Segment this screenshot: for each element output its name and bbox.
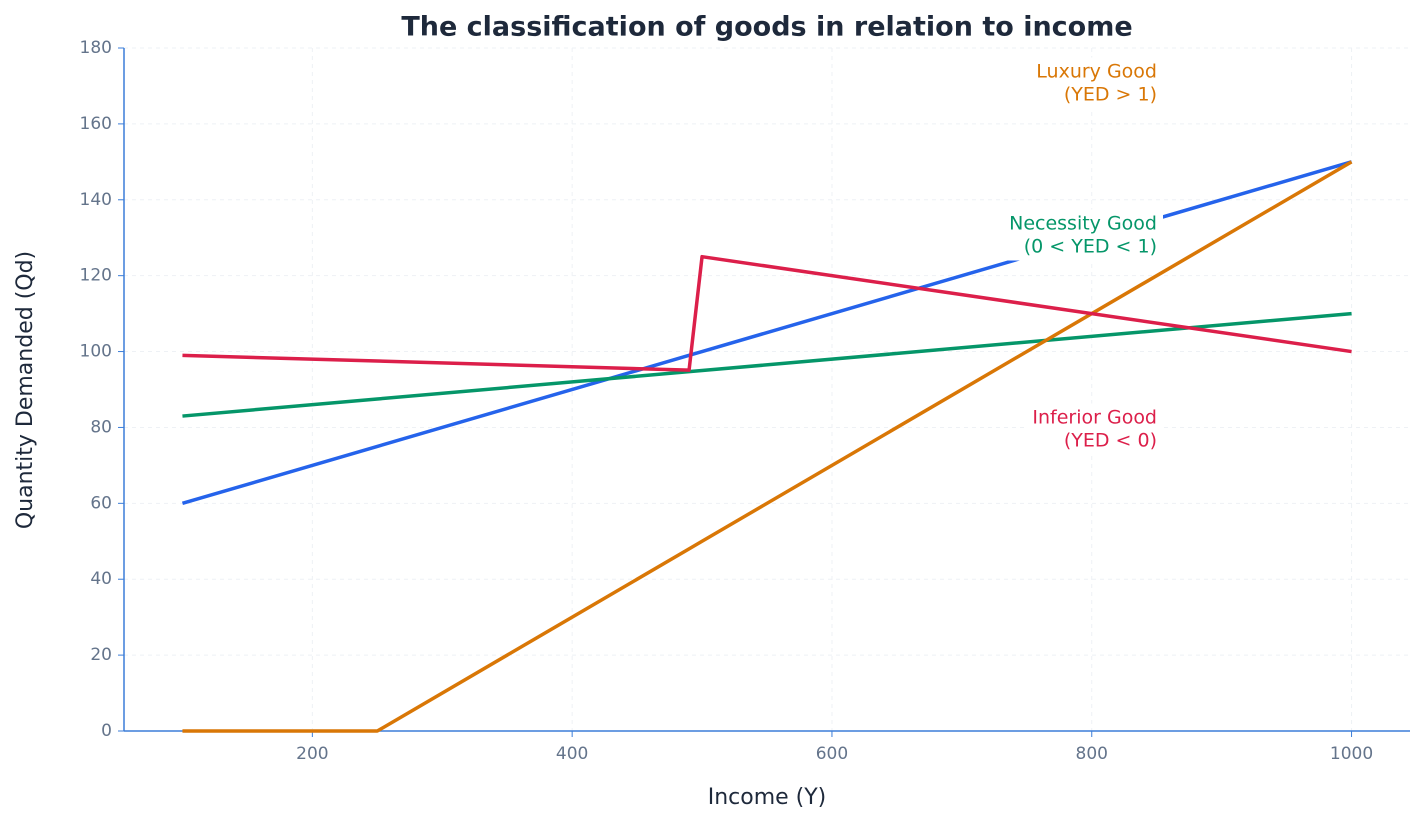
- y-tick-label: 0: [101, 721, 112, 741]
- series-line: [182, 160, 1353, 733]
- y-tick-label: 40: [90, 569, 112, 589]
- y-tick-label: 80: [90, 417, 112, 437]
- x-axis-label: Income (Y): [708, 785, 827, 810]
- x-tick-label: 1000: [1330, 744, 1373, 764]
- series-line: [182, 311, 1352, 418]
- y-tick-label: 160: [80, 114, 112, 134]
- annotation: Necessity Good(0 < YED < 1): [1003, 209, 1163, 261]
- y-tick-label: 100: [80, 342, 112, 362]
- x-tick-label: 600: [816, 744, 848, 764]
- annotation-text: (0 < YED < 1): [1024, 236, 1157, 258]
- annotation-text: Inferior Good: [1032, 407, 1157, 429]
- x-tick-label: 200: [296, 744, 328, 764]
- y-tick-label: 60: [90, 493, 112, 513]
- annotation-background: [1026, 403, 1163, 455]
- x-tick-label: 800: [1076, 744, 1108, 764]
- y-tick-label: 140: [80, 190, 112, 210]
- x-tick-label: 400: [556, 744, 588, 764]
- y-tick-label: 180: [80, 38, 112, 58]
- y-axis-label: Quantity Demanded (Qd): [13, 251, 38, 529]
- series-line: [182, 254, 1352, 372]
- annotation-text: (YED < 0): [1064, 430, 1157, 452]
- series-line: [181, 160, 1353, 506]
- annotation-text: (YED > 1): [1064, 84, 1157, 106]
- annotation-text: Luxury Good: [1036, 61, 1157, 83]
- annotation-background: [1030, 57, 1163, 109]
- annotation: Inferior Good(YED < 0): [1026, 403, 1163, 455]
- y-tick-label: 20: [90, 645, 112, 665]
- annotation-background: [1003, 209, 1163, 261]
- annotation-text: Necessity Good: [1009, 213, 1157, 235]
- chart-title: The classification of goods in relation …: [401, 12, 1132, 43]
- annotation: Luxury Good(YED > 1): [1030, 57, 1163, 109]
- y-tick-label: 120: [80, 266, 112, 286]
